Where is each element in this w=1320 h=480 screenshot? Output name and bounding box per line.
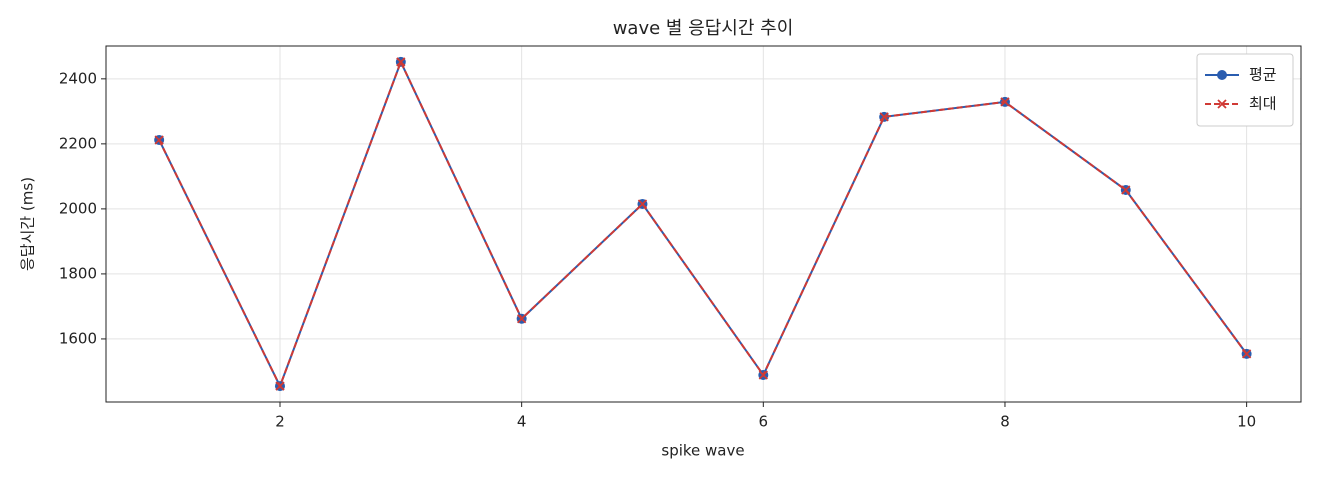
y-tick-label: 1800 [59, 264, 97, 282]
y-axis-label: 응답시간 (ms) [19, 177, 37, 271]
marker [637, 199, 648, 209]
x-tick-label: 6 [759, 413, 769, 431]
legend-box [1196, 53, 1294, 127]
y-tick-label: 1600 [59, 329, 97, 347]
x-axis-label: spike wave [661, 442, 744, 460]
marker [154, 135, 164, 145]
marker [275, 381, 285, 391]
marker [758, 370, 768, 380]
series-line [158, 59, 1248, 389]
marker [517, 314, 527, 324]
y-tick-label: 2200 [59, 134, 97, 152]
legend-label: 최대 [1249, 95, 1277, 113]
x-tick-label: 10 [1237, 413, 1256, 431]
y-tick-label: 2000 [59, 199, 97, 217]
x-tick-label: 8 [1000, 413, 1010, 431]
marker [1000, 97, 1010, 107]
chart-title: wave 별 응답시간 추이 [613, 18, 794, 39]
x-tick-label: 4 [517, 413, 527, 431]
x-tick-label: 2 [275, 413, 285, 431]
series-line [158, 59, 1248, 389]
marker [1241, 349, 1252, 359]
legend-label: 평균 [1249, 66, 1277, 84]
marker [1217, 99, 1227, 109]
marker [1217, 70, 1227, 80]
marker [1121, 185, 1131, 195]
marker [879, 112, 889, 122]
y-tick-label: 2400 [59, 69, 97, 87]
plot-frame [105, 45, 1302, 403]
marker [396, 57, 406, 67]
